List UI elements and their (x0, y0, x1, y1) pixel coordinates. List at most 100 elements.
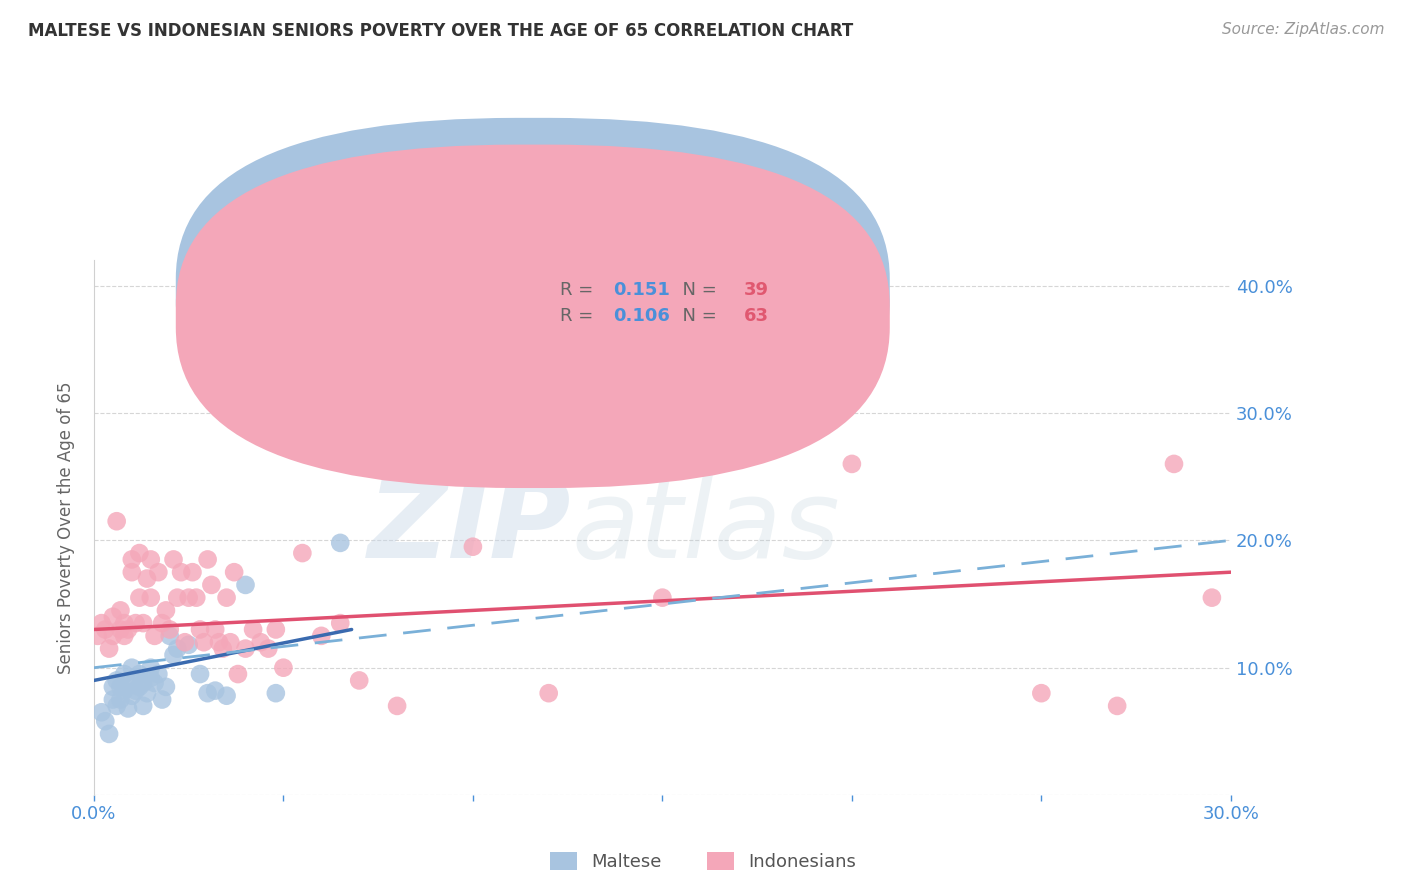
Point (112, 683, 135, 698)
Point (311, 629, 333, 643)
Legend: Maltese, Indonesians: Maltese, Indonesians (543, 845, 863, 879)
Point (193, 635, 215, 649)
Point (188, 667, 211, 681)
Point (1031, 686, 1053, 700)
Text: MALTESE VS INDONESIAN SENIORS POVERTY OVER THE AGE OF 65 CORRELATION CHART: MALTESE VS INDONESIAN SENIORS POVERTY OV… (28, 22, 853, 40)
Y-axis label: Seniors Poverty Over the Age of 65: Seniors Poverty Over the Age of 65 (58, 382, 75, 673)
Point (94, 623, 117, 637)
Point (329, 616, 352, 631)
Point (166, 591, 188, 605)
Point (117, 623, 139, 637)
Point (139, 661, 162, 675)
Point (242, 623, 264, 637)
Point (90, 616, 112, 631)
Point (461, 540, 484, 554)
Point (101, 609, 124, 624)
Point (101, 692, 124, 706)
Point (139, 591, 162, 605)
Point (132, 676, 155, 690)
Point (124, 683, 146, 698)
Point (155, 603, 177, 617)
Point (249, 635, 271, 649)
Text: 0.106: 0.106 (613, 308, 671, 326)
Point (90, 706, 112, 720)
Point (204, 623, 226, 637)
Point (148, 565, 170, 579)
Text: ZIP: ZIP (368, 475, 571, 581)
Point (132, 616, 155, 631)
Point (537, 686, 560, 700)
Point (121, 661, 143, 675)
Point (173, 635, 195, 649)
Point (651, 591, 673, 605)
Point (150, 616, 173, 631)
Point (204, 683, 226, 698)
Point (208, 635, 231, 649)
Point (257, 641, 280, 656)
Point (112, 616, 135, 631)
Point (273, 661, 295, 675)
FancyBboxPatch shape (498, 271, 832, 338)
Point (219, 635, 242, 649)
Point (121, 565, 143, 579)
Point (186, 591, 208, 605)
Text: atlas: atlas (571, 475, 839, 581)
Point (110, 623, 132, 637)
Text: 0.151: 0.151 (613, 281, 671, 299)
Point (110, 692, 132, 706)
Text: R =: R = (560, 281, 599, 299)
Point (197, 552, 219, 566)
Point (101, 629, 124, 643)
Point (181, 565, 204, 579)
Point (136, 686, 159, 700)
Point (110, 603, 132, 617)
Point (159, 623, 181, 637)
Point (117, 701, 139, 715)
Point (177, 638, 200, 652)
Point (177, 591, 200, 605)
Text: 39: 39 (744, 281, 769, 299)
Point (143, 629, 166, 643)
Text: N =: N = (672, 281, 723, 299)
Point (128, 546, 150, 560)
Point (226, 667, 249, 681)
Point (347, 673, 370, 688)
Point (139, 671, 162, 685)
Point (841, 457, 863, 471)
Point (128, 667, 150, 681)
Text: 63: 63 (744, 308, 769, 326)
Point (105, 514, 128, 528)
Point (1201, 591, 1223, 605)
Point (143, 676, 166, 690)
Point (124, 616, 146, 631)
Text: Source: ZipAtlas.com: Source: ZipAtlas.com (1222, 22, 1385, 37)
Point (105, 698, 128, 713)
Point (124, 671, 146, 685)
FancyBboxPatch shape (176, 145, 890, 488)
Point (150, 692, 173, 706)
Point (136, 572, 159, 586)
FancyBboxPatch shape (176, 118, 890, 461)
Point (166, 641, 188, 656)
Point (121, 689, 143, 703)
Point (197, 686, 219, 700)
Point (101, 680, 124, 694)
Point (155, 680, 177, 694)
Point (117, 676, 139, 690)
Text: R =: R = (560, 308, 599, 326)
Point (128, 591, 150, 605)
Point (139, 552, 162, 566)
Point (1107, 698, 1129, 713)
Point (329, 536, 352, 550)
Point (291, 546, 314, 560)
Point (162, 648, 184, 662)
Point (87, 629, 110, 643)
Point (94, 714, 117, 729)
Point (112, 667, 135, 681)
Point (224, 565, 246, 579)
Point (188, 623, 211, 637)
Point (200, 578, 222, 592)
Text: N =: N = (672, 308, 723, 326)
Point (264, 686, 287, 700)
Point (162, 552, 184, 566)
